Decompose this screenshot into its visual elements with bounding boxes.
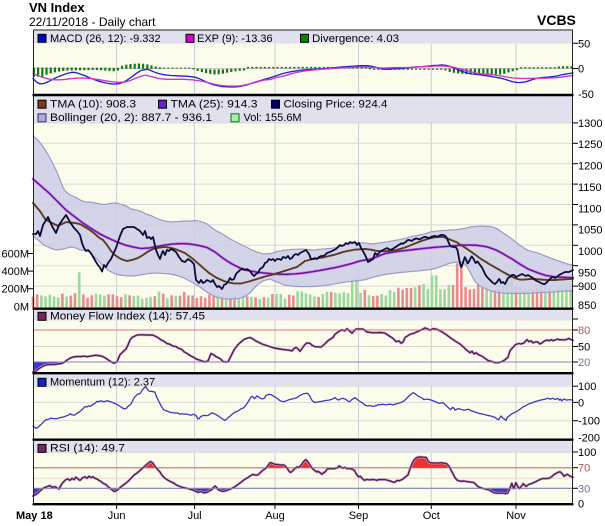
svg-text:MACD (26, 12): -9.332: MACD (26, 12): -9.332 (50, 33, 161, 45)
svg-text:0: 0 (578, 64, 584, 76)
svg-text:TMA (10): 908.3: TMA (10): 908.3 (50, 99, 136, 111)
svg-text:0M: 0M (14, 301, 29, 313)
svg-text:0: 0 (578, 499, 584, 511)
svg-text:900: 900 (578, 281, 596, 293)
svg-text:-100: -100 (578, 416, 600, 428)
svg-text:Bollinger (20, 2): 887.7 - 936: Bollinger (20, 2): 887.7 - 936.1 (50, 112, 212, 124)
svg-text:Closing Price: 924.4: Closing Price: 924.4 (284, 99, 388, 111)
svg-text:Money Flow Index (14): 57.45: Money Flow Index (14): 57.45 (50, 311, 205, 323)
svg-text:200M: 200M (1, 284, 29, 296)
svg-text:20: 20 (578, 357, 590, 369)
svg-text:Vol: 155.6M: Vol: 155.6M (244, 112, 302, 124)
svg-text:VCBS: VCBS (537, 12, 576, 28)
svg-text:50: 50 (578, 38, 590, 50)
svg-text:TMA (25): 914.3: TMA (25): 914.3 (171, 99, 258, 111)
svg-text:VN Index: VN Index (29, 0, 85, 15)
svg-text:-50: -50 (578, 89, 594, 101)
svg-text:400M: 400M (1, 266, 29, 278)
svg-text:600M: 600M (1, 249, 29, 261)
svg-text:22/11/2018 - Daily chart: 22/11/2018 - Daily chart (29, 15, 156, 29)
svg-text:May 18: May 18 (16, 510, 53, 522)
svg-text:1250: 1250 (578, 139, 602, 151)
svg-text:Sep: Sep (349, 510, 369, 522)
svg-text:100: 100 (578, 381, 596, 393)
svg-text:1100: 1100 (578, 203, 602, 215)
svg-text:Divergence: 4.03: Divergence: 4.03 (312, 33, 399, 45)
svg-text:1300: 1300 (578, 118, 602, 130)
svg-text:RSI (14): 49.7: RSI (14): 49.7 (50, 443, 125, 455)
svg-text:850: 850 (578, 300, 596, 312)
svg-text:Jul: Jul (188, 510, 202, 522)
svg-text:Jun: Jun (108, 510, 126, 522)
svg-text:1200: 1200 (578, 161, 602, 173)
svg-text:-200: -200 (578, 432, 600, 444)
svg-text:Nov: Nov (506, 510, 526, 522)
svg-text:Aug: Aug (265, 510, 285, 522)
svg-text:950: 950 (578, 268, 596, 280)
svg-text:Momentum (12): 2.37: Momentum (12): 2.37 (50, 377, 155, 389)
svg-text:0: 0 (578, 397, 584, 409)
svg-text:100: 100 (578, 447, 596, 459)
svg-text:EXP (9): -13.36: EXP (9): -13.36 (197, 33, 273, 45)
svg-text:1000: 1000 (578, 246, 602, 258)
svg-text:80: 80 (578, 325, 590, 337)
svg-text:1050: 1050 (578, 225, 602, 237)
svg-text:30: 30 (578, 483, 590, 495)
svg-text:50: 50 (578, 342, 590, 354)
svg-text:70: 70 (578, 463, 590, 475)
svg-text:Oct: Oct (423, 510, 440, 522)
svg-text:1150: 1150 (578, 182, 602, 194)
